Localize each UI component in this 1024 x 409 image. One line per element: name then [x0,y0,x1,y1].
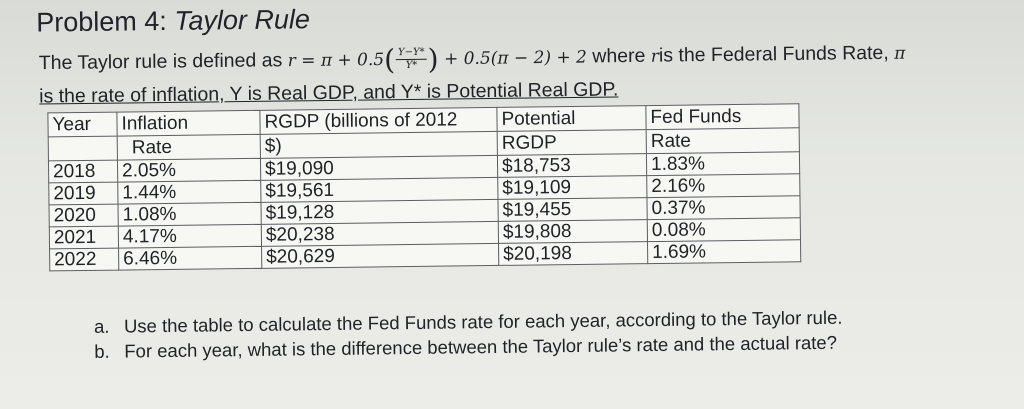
header-inflation-cont: Rate [117,134,261,161]
equation-end: + 0.5(π − 2) + 2 [438,47,588,70]
cell-inflation: 2.05% [117,158,261,183]
cell-potential-rgdp: $18,753 [497,153,647,178]
cell-potential-rgdp: $19,455 [497,197,648,222]
cell-rgdp: $19,128 [260,199,499,225]
cell-year: 2021 [49,226,119,249]
paren-close: ) [427,42,439,76]
cell-year: 2020 [49,204,119,227]
header-inflation-text: Inflation [121,112,189,135]
cell-year: 2018 [48,160,118,183]
header-fed-funds-text-2: Rate [650,130,692,153]
header-inflation-text-2: Rate [131,136,173,159]
cell-year: 2019 [48,182,119,205]
cell-inflation: 6.46% [118,246,262,271]
cell-fed-funds: 0.37% [646,195,801,220]
cell-potential-rgdp: $20,198 [498,241,648,266]
definition-rest: is the Federal Funds Rate, [658,41,895,67]
cell-rgdp: $20,238 [261,221,499,247]
definition-line-2-text: is the rate of inflation, Y is Real GDP,… [39,78,619,108]
header-potential: Potential [496,105,647,132]
header-year-text: Year [52,113,92,136]
definition-line-2: is the rate of inflation, Y is Real GDP,… [39,78,618,108]
header-potential-text-2: RGDP [501,132,557,154]
cell-fed-funds: 1.69% [647,239,801,264]
header-rgdp-text: RGDP (billions of 2012 [264,109,458,133]
output-gap-fraction: Y−Y* Y* [395,46,427,72]
question-a-label: a. [93,315,110,337]
header-year: Year [47,112,118,137]
cell-potential-rgdp: $19,109 [497,175,647,200]
cell-rgdp: $19,090 [260,155,498,181]
cell-inflation: 1.44% [117,180,261,205]
header-fed-funds: Fed Funds [645,103,800,130]
definition-where: where [586,44,651,68]
question-b-label: b. [94,340,110,362]
definition-prefix: The Taylor rule is defined as [38,49,288,75]
definition-line-1: The Taylor rule is defined as r = π + 0.… [39,37,906,81]
header-rgdp: RGDP (billions of 2012 [259,107,498,135]
header-inflation: Inflation [116,110,261,137]
header-potential-cont: RGDP [497,129,647,156]
problem-title: Problem 4: Taylor Rule [36,4,310,38]
paren-open: ( [383,43,396,77]
header-potential-text: Potential [501,107,576,130]
header-year-cont [48,136,118,161]
cell-inflation: 1.08% [118,202,262,227]
problem-number: Problem 4: [36,5,175,38]
cell-potential-rgdp: $19,808 [498,219,648,244]
cell-fed-funds: 0.08% [647,217,801,242]
fraction-denominator: Y* [405,59,418,72]
economic-data-table: Year Inflation RGDP (billions of 2012 Po… [47,103,802,272]
cell-rgdp: $19,561 [260,177,498,203]
equation-start: r = π + 0.5 [287,49,385,72]
cell-rgdp: $20,629 [261,243,499,269]
problem-name: Taylor Rule [174,4,311,36]
header-rgdp-cont: $) [260,131,498,159]
question-b-text: For each year, what is the difference be… [124,331,838,362]
header-rgdp-text-2: $) [264,135,282,157]
fraction-numerator: Y−Y* [395,46,427,61]
header-fed-funds-text: Fed Funds [650,105,742,129]
cell-fed-funds: 1.83% [646,151,800,176]
pi-symbol: π [894,43,906,64]
cell-inflation: 4.17% [118,224,262,249]
header-fed-funds-cont: Rate [646,127,800,154]
questions-list: a. Use the table to calculate the Fed Fun… [94,305,843,364]
cell-fed-funds: 2.16% [646,173,800,198]
cell-year: 2022 [49,248,119,271]
